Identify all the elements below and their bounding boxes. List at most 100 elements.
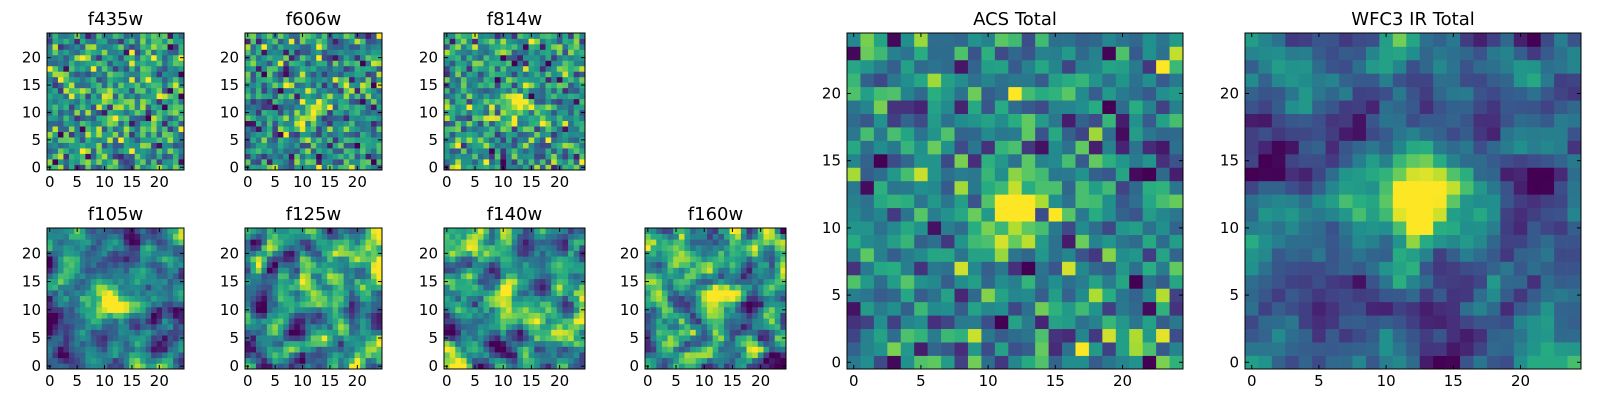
heatmap-cell (466, 306, 473, 313)
heatmap-cell (534, 137, 541, 143)
heatmap-cell (860, 274, 875, 289)
heatmap-cell (68, 49, 75, 56)
heatmap-cell (299, 329, 306, 336)
axes-frame (443, 227, 586, 370)
heatmap-cell (316, 295, 323, 302)
heatmap-cell (74, 120, 81, 127)
heatmap-cell (914, 261, 928, 276)
heatmap-cell (316, 87, 323, 94)
heatmap-cell (277, 273, 284, 280)
heatmap-cell (321, 126, 328, 132)
heatmap-cell (52, 38, 59, 45)
heatmap-cell (579, 346, 586, 353)
heatmap-cell (545, 164, 552, 171)
heatmap-cell (294, 38, 301, 45)
heatmap-cell (118, 137, 125, 143)
heatmap-cell (494, 239, 501, 246)
heatmap-cell (769, 244, 776, 251)
heatmap-cell (277, 233, 284, 240)
heatmap-cell (112, 109, 119, 116)
heatmap-cell (283, 278, 290, 285)
heatmap-cell (562, 346, 569, 353)
heatmap-cell (140, 148, 146, 154)
heatmap-cell (173, 244, 179, 251)
heatmap-cell (545, 267, 552, 274)
heatmap-cell (288, 228, 295, 234)
heatmap-cell (455, 109, 462, 116)
heatmap-cell (85, 98, 92, 105)
heatmap-cell (299, 244, 306, 251)
heatmap-cell (96, 76, 103, 83)
heatmap-cell (173, 104, 179, 111)
heatmap-cell (277, 104, 284, 111)
heatmap-cell (129, 159, 136, 165)
heatmap-cell (752, 284, 759, 291)
heatmap-cell (489, 33, 496, 39)
heatmap-cell (477, 301, 484, 308)
heatmap-cell (305, 290, 312, 297)
heatmap-cell (101, 357, 108, 364)
heatmap-cell (327, 312, 334, 319)
heatmap-cell (673, 278, 680, 285)
heatmap-cell (123, 43, 130, 50)
heatmap-cell (332, 159, 339, 165)
heatmap-cell (250, 38, 257, 45)
heatmap-cell (255, 60, 262, 67)
heatmap-cell (63, 352, 70, 359)
heatmap-cell (1142, 167, 1157, 182)
heatmap-cell (1169, 315, 1184, 330)
heatmap-cell (568, 87, 575, 94)
heatmap-cell (151, 49, 157, 56)
heatmap-cell (466, 126, 473, 132)
heatmap-cell (343, 256, 350, 263)
heatmap-cell (579, 98, 586, 105)
heatmap-cell (494, 164, 501, 171)
heatmap-cell (444, 104, 450, 111)
heatmap-cell (455, 65, 462, 72)
heatmap-cell (261, 329, 268, 336)
heatmap-cell (579, 49, 586, 56)
heatmap-cell (332, 290, 339, 297)
heatmap-cell (780, 312, 787, 319)
heatmap-cell (517, 148, 524, 154)
heatmap-cell (545, 318, 552, 325)
heatmap-cell (343, 244, 350, 251)
heatmap-cell (562, 164, 569, 171)
heatmap-cell (79, 244, 86, 251)
heatmap-cell (1169, 342, 1184, 356)
heatmap-cell (1102, 194, 1117, 209)
heatmap-cell (68, 38, 75, 45)
heatmap-cell (266, 357, 273, 364)
heatmap-cell (556, 82, 563, 89)
heatmap-cell (466, 65, 473, 72)
heatmap-cell (156, 261, 163, 268)
heatmap-cell (752, 306, 759, 313)
heatmap-cell (562, 98, 569, 105)
heatmap-cell (173, 76, 179, 83)
heatmap-cell (167, 65, 174, 72)
heatmap-cell (68, 239, 75, 246)
heatmap-cell (167, 159, 174, 165)
heatmap-cell (85, 87, 92, 94)
heatmap-cell (332, 115, 339, 122)
heatmap-cell (178, 357, 185, 364)
heatmap-cell (245, 239, 251, 246)
heatmap-cell (272, 256, 279, 263)
heatmap-cell (316, 104, 323, 111)
heatmap-cell (85, 148, 92, 154)
heatmap-cell (455, 340, 462, 347)
heatmap-cell (245, 38, 251, 45)
heatmap-cell (349, 87, 355, 94)
heatmap-cell (1008, 207, 1023, 222)
heatmap-cell (752, 318, 759, 325)
heatmap-cell (718, 284, 725, 291)
heatmap-cell (1021, 315, 1036, 330)
heatmap-cell (534, 93, 541, 100)
heatmap-cell (283, 233, 290, 240)
heatmap-cell (701, 340, 708, 347)
heatmap-cell (338, 273, 344, 280)
heatmap-cell (900, 153, 915, 168)
heatmap-cell (477, 261, 484, 268)
heatmap-cell (718, 228, 725, 234)
